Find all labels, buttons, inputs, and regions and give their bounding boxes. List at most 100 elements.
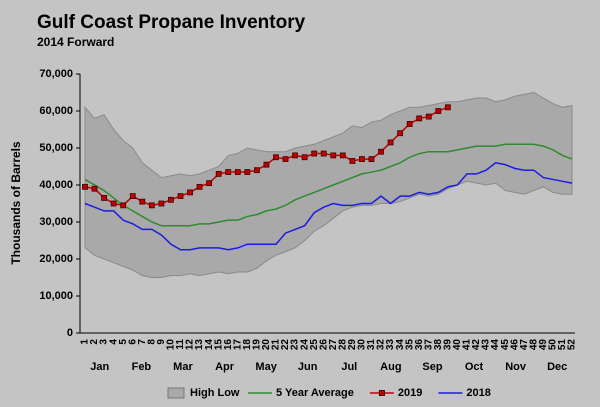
x-tick-label: 42 <box>471 339 482 351</box>
x-tick-label: 13 <box>194 339 205 351</box>
x-tick-label: 45 <box>500 339 511 351</box>
x-tick-label: 40 <box>452 339 463 351</box>
x-tick-label: 38 <box>433 339 444 351</box>
series-marker <box>187 189 193 196</box>
x-tick-label: 50 <box>548 339 559 351</box>
series-line <box>84 161 573 251</box>
month-label: Dec <box>547 361 567 373</box>
month-label: Nov <box>505 361 527 373</box>
x-tick-label: 22 <box>280 339 291 351</box>
series-marker <box>148 202 155 209</box>
series-marker <box>378 148 384 155</box>
x-tick-label: 2 <box>89 339 100 345</box>
series-marker <box>425 113 432 120</box>
x-tick-label: 4 <box>108 339 119 345</box>
y-tick-label: 0 <box>67 327 73 339</box>
x-tick-label: 36 <box>414 339 425 351</box>
series-marker <box>234 169 241 175</box>
x-tick-label: 39 <box>443 339 454 351</box>
month-label: Jan <box>90 361 109 373</box>
series-marker <box>91 185 98 192</box>
month-label: May <box>255 361 277 373</box>
x-tick-label: 18 <box>242 339 253 351</box>
x-tick-label: 52 <box>567 339 578 351</box>
series-marker <box>253 167 260 174</box>
x-tick-label: 15 <box>213 339 224 351</box>
legend-label: High Low <box>190 387 240 399</box>
series-marker <box>359 156 365 163</box>
x-tick-label: 17 <box>232 339 243 351</box>
series-line <box>84 143 573 227</box>
x-tick-label: 37 <box>423 339 434 351</box>
month-label: Apr <box>215 361 235 373</box>
x-tick-label: 34 <box>395 339 406 351</box>
series-marker <box>120 202 127 209</box>
series-marker <box>129 193 136 200</box>
x-tick-label: 49 <box>538 339 549 351</box>
x-tick-label: 21 <box>271 339 282 351</box>
x-tick-label: 25 <box>309 339 320 351</box>
x-tick-label: 46 <box>509 339 520 351</box>
x-tick-label: 26 <box>318 339 329 351</box>
x-tick-label: 6 <box>127 339 138 345</box>
x-tick-label: 31 <box>366 339 377 351</box>
x-tick-label: 20 <box>261 339 272 351</box>
chart-title: Gulf Coast Propane Inventory <box>37 12 306 33</box>
x-tick-label: 35 <box>404 339 415 351</box>
month-label: Jul <box>341 361 357 373</box>
high-low-band <box>84 91 573 278</box>
legend-label: 2019 <box>398 387 422 399</box>
month-label: Feb <box>132 361 152 373</box>
series-marker <box>406 121 413 127</box>
series-marker <box>244 169 251 175</box>
chart-subtitle: 2014 Forward <box>37 35 114 49</box>
y-tick-label: 50,000 <box>39 142 73 154</box>
series-marker <box>168 196 174 203</box>
series-marker <box>273 154 279 161</box>
y-tick-label: 30,000 <box>39 216 73 228</box>
x-tick-label: 19 <box>252 339 263 351</box>
month-label: Jun <box>298 361 318 373</box>
x-tick-label: 43 <box>481 339 492 351</box>
legend-marker <box>378 390 385 396</box>
x-tick-label: 33 <box>385 339 396 351</box>
x-tick-label: 1 <box>80 339 91 345</box>
x-tick-label: 11 <box>175 339 186 350</box>
series-marker <box>282 156 289 163</box>
x-tick-label: 29 <box>347 339 358 351</box>
y-axis-label: Thousands of Barrels <box>9 141 23 265</box>
month-label: Aug <box>380 361 401 373</box>
x-tick-label: 44 <box>490 339 501 351</box>
y-tick-label: 70,000 <box>39 68 73 80</box>
series-marker <box>177 193 184 200</box>
series-marker <box>320 150 327 157</box>
series-marker <box>292 152 298 159</box>
series-marker <box>368 156 375 163</box>
legend-label: 5 Year Average <box>276 387 354 399</box>
x-tick-label: 48 <box>528 339 539 351</box>
month-label: Oct <box>465 361 484 373</box>
x-tick-label: 9 <box>156 339 167 345</box>
x-tick-label: 8 <box>146 339 157 345</box>
series-marker <box>158 200 165 207</box>
series-marker <box>225 169 232 175</box>
y-tick-label: 10,000 <box>39 290 73 302</box>
x-tick-label: 28 <box>337 339 348 351</box>
y-tick-label: 60,000 <box>39 105 73 117</box>
x-tick-label: 27 <box>328 339 339 351</box>
series-marker <box>215 170 222 177</box>
legend-swatch <box>167 387 185 399</box>
y-tick-label: 40,000 <box>39 179 73 191</box>
series-marker <box>349 158 356 164</box>
x-tick-label: 24 <box>299 339 310 351</box>
series-marker <box>110 200 117 207</box>
month-label: Mar <box>173 361 193 373</box>
x-tick-label: 41 <box>462 339 473 351</box>
series-marker <box>330 152 337 159</box>
x-tick-label: 12 <box>185 339 196 351</box>
x-tick-label: 3 <box>99 339 110 345</box>
series-marker <box>263 161 270 168</box>
month-label: Sep <box>422 361 442 373</box>
series-marker <box>301 154 308 161</box>
